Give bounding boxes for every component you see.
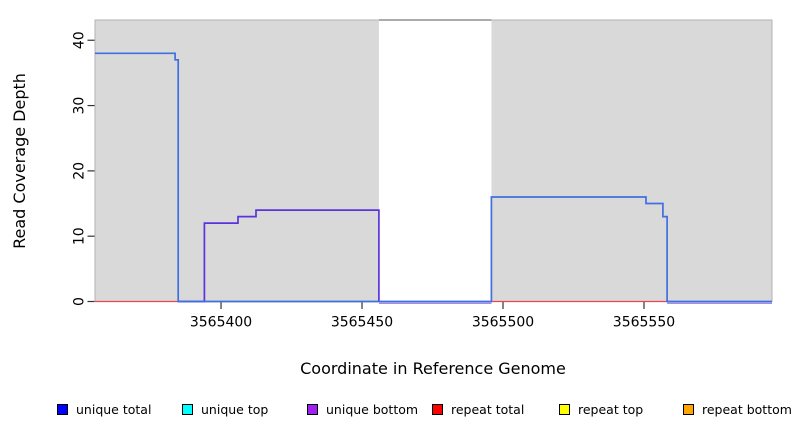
- series-unique-total: [95, 52, 772, 303]
- repeat-top-swatch-icon: [559, 403, 570, 415]
- unique-top-swatch-icon: [182, 403, 193, 415]
- legend-item-unique-total: unique total: [57, 399, 151, 419]
- unique-bottom-swatch-icon: [307, 403, 318, 415]
- legend: unique total unique top unique bottom re…: [0, 399, 792, 421]
- x-tick-label: 3565450: [331, 315, 393, 331]
- x-axis-title: Coordinate in Reference Genome: [300, 359, 566, 378]
- legend-label: repeat bottom: [702, 401, 792, 417]
- uncovered-gap-region: [378, 19, 492, 302]
- repeat-bottom-swatch-icon: [683, 403, 694, 415]
- legend-label: repeat total: [451, 401, 525, 417]
- legend-label: unique top: [201, 401, 269, 417]
- legend-item-repeat-bottom: repeat bottom: [683, 399, 792, 419]
- y-tick-label: 0: [72, 297, 88, 306]
- x-tick-label: 3565400: [190, 315, 252, 331]
- x-tick-label: 3565550: [613, 315, 675, 331]
- plot-generated-layer: 3565400 3565450 3565500 3565550 0 10 20 30 40: [72, 19, 773, 331]
- legend-item-unique-bottom: unique bottom: [307, 399, 418, 419]
- x-tick-label: 3565500: [472, 315, 534, 331]
- legend-item-repeat-top: repeat top: [559, 399, 643, 419]
- legend-label: unique bottom: [326, 401, 419, 417]
- legend-item-unique-top: unique top: [182, 399, 268, 419]
- y-axis-title: Read Coverage Depth: [10, 73, 29, 249]
- y-tick-label: 20: [72, 162, 88, 180]
- y-tick-label: 30: [72, 97, 88, 115]
- legend-label: repeat top: [578, 401, 644, 417]
- unique-total-swatch-icon: [57, 403, 68, 415]
- legend-item-repeat-total: repeat total: [432, 399, 524, 419]
- series-unique-bottom: [178, 209, 380, 303]
- legend-label: unique total: [76, 401, 152, 417]
- y-tick-label: 10: [72, 227, 88, 245]
- y-tick-label: 40: [72, 31, 88, 49]
- coverage-chart: 3565400 3565450 3565500 3565550 0 10 20 30 40 Co…: [10, 19, 773, 378]
- repeat-total-swatch-icon: [432, 403, 443, 415]
